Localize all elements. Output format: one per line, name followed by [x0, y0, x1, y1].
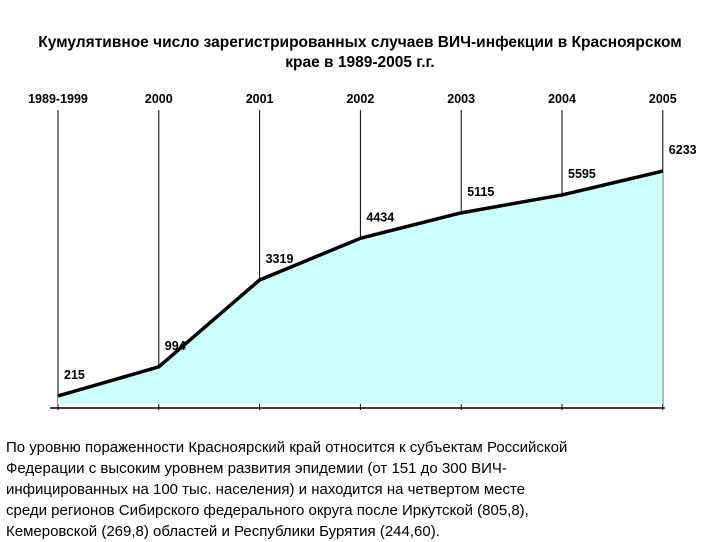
data-label-0: 215: [64, 368, 85, 382]
x-tick-label-6: 2005: [649, 92, 677, 106]
chart-title-line-2: крае в 1989-2005 г.г.: [285, 54, 435, 71]
chart-title: Кумулятивное число зарегистрированных сл…: [0, 33, 720, 73]
x-tick-label-2: 2001: [246, 92, 274, 106]
data-label-3: 4434: [366, 210, 394, 224]
x-tick-label-1: 2000: [145, 92, 173, 106]
area-fill: [58, 171, 663, 404]
x-tick-labels: 1989-1999 2000 2001 2002 2003 2004 2005: [28, 92, 677, 106]
x-tick-label-5: 2004: [548, 92, 576, 106]
data-labels: 215 994 3319 4434 5115 5595 6233: [64, 143, 697, 382]
caption-line-1: По уровню пораженности Красноярский край…: [6, 439, 568, 456]
data-label-6: 6233: [669, 143, 697, 157]
caption-line-5: Кемеровской (269,8) областей и Республик…: [6, 523, 440, 540]
data-label-2: 3319: [266, 252, 294, 266]
caption-line-2: Федерации с высоким уровнем развития эпи…: [6, 460, 507, 477]
x-tick-label-3: 2002: [346, 92, 374, 106]
x-tick-label-0: 1989-1999: [28, 92, 88, 106]
caption-text: По уровню пораженности Красноярский край…: [6, 437, 706, 542]
series-line: [57, 169, 664, 398]
chart-title-line-1: Кумулятивное число зарегистрированных сл…: [38, 34, 682, 51]
caption-line-4: среди регионов Сибирского федерального о…: [6, 502, 529, 519]
hiv-cases-area-chart: 215 994 3319 4434 5115 5595 6233 1989-1999 2000…: [28, 92, 697, 410]
data-label-1: 994: [165, 339, 186, 353]
data-label-4: 5115: [467, 185, 494, 199]
data-label-5: 5595: [568, 167, 596, 181]
plot-area: [50, 169, 665, 409]
caption-line-3: инфицированных на 100 тыс. населения) и …: [6, 481, 526, 498]
x-tick-label-4: 2003: [447, 92, 475, 106]
